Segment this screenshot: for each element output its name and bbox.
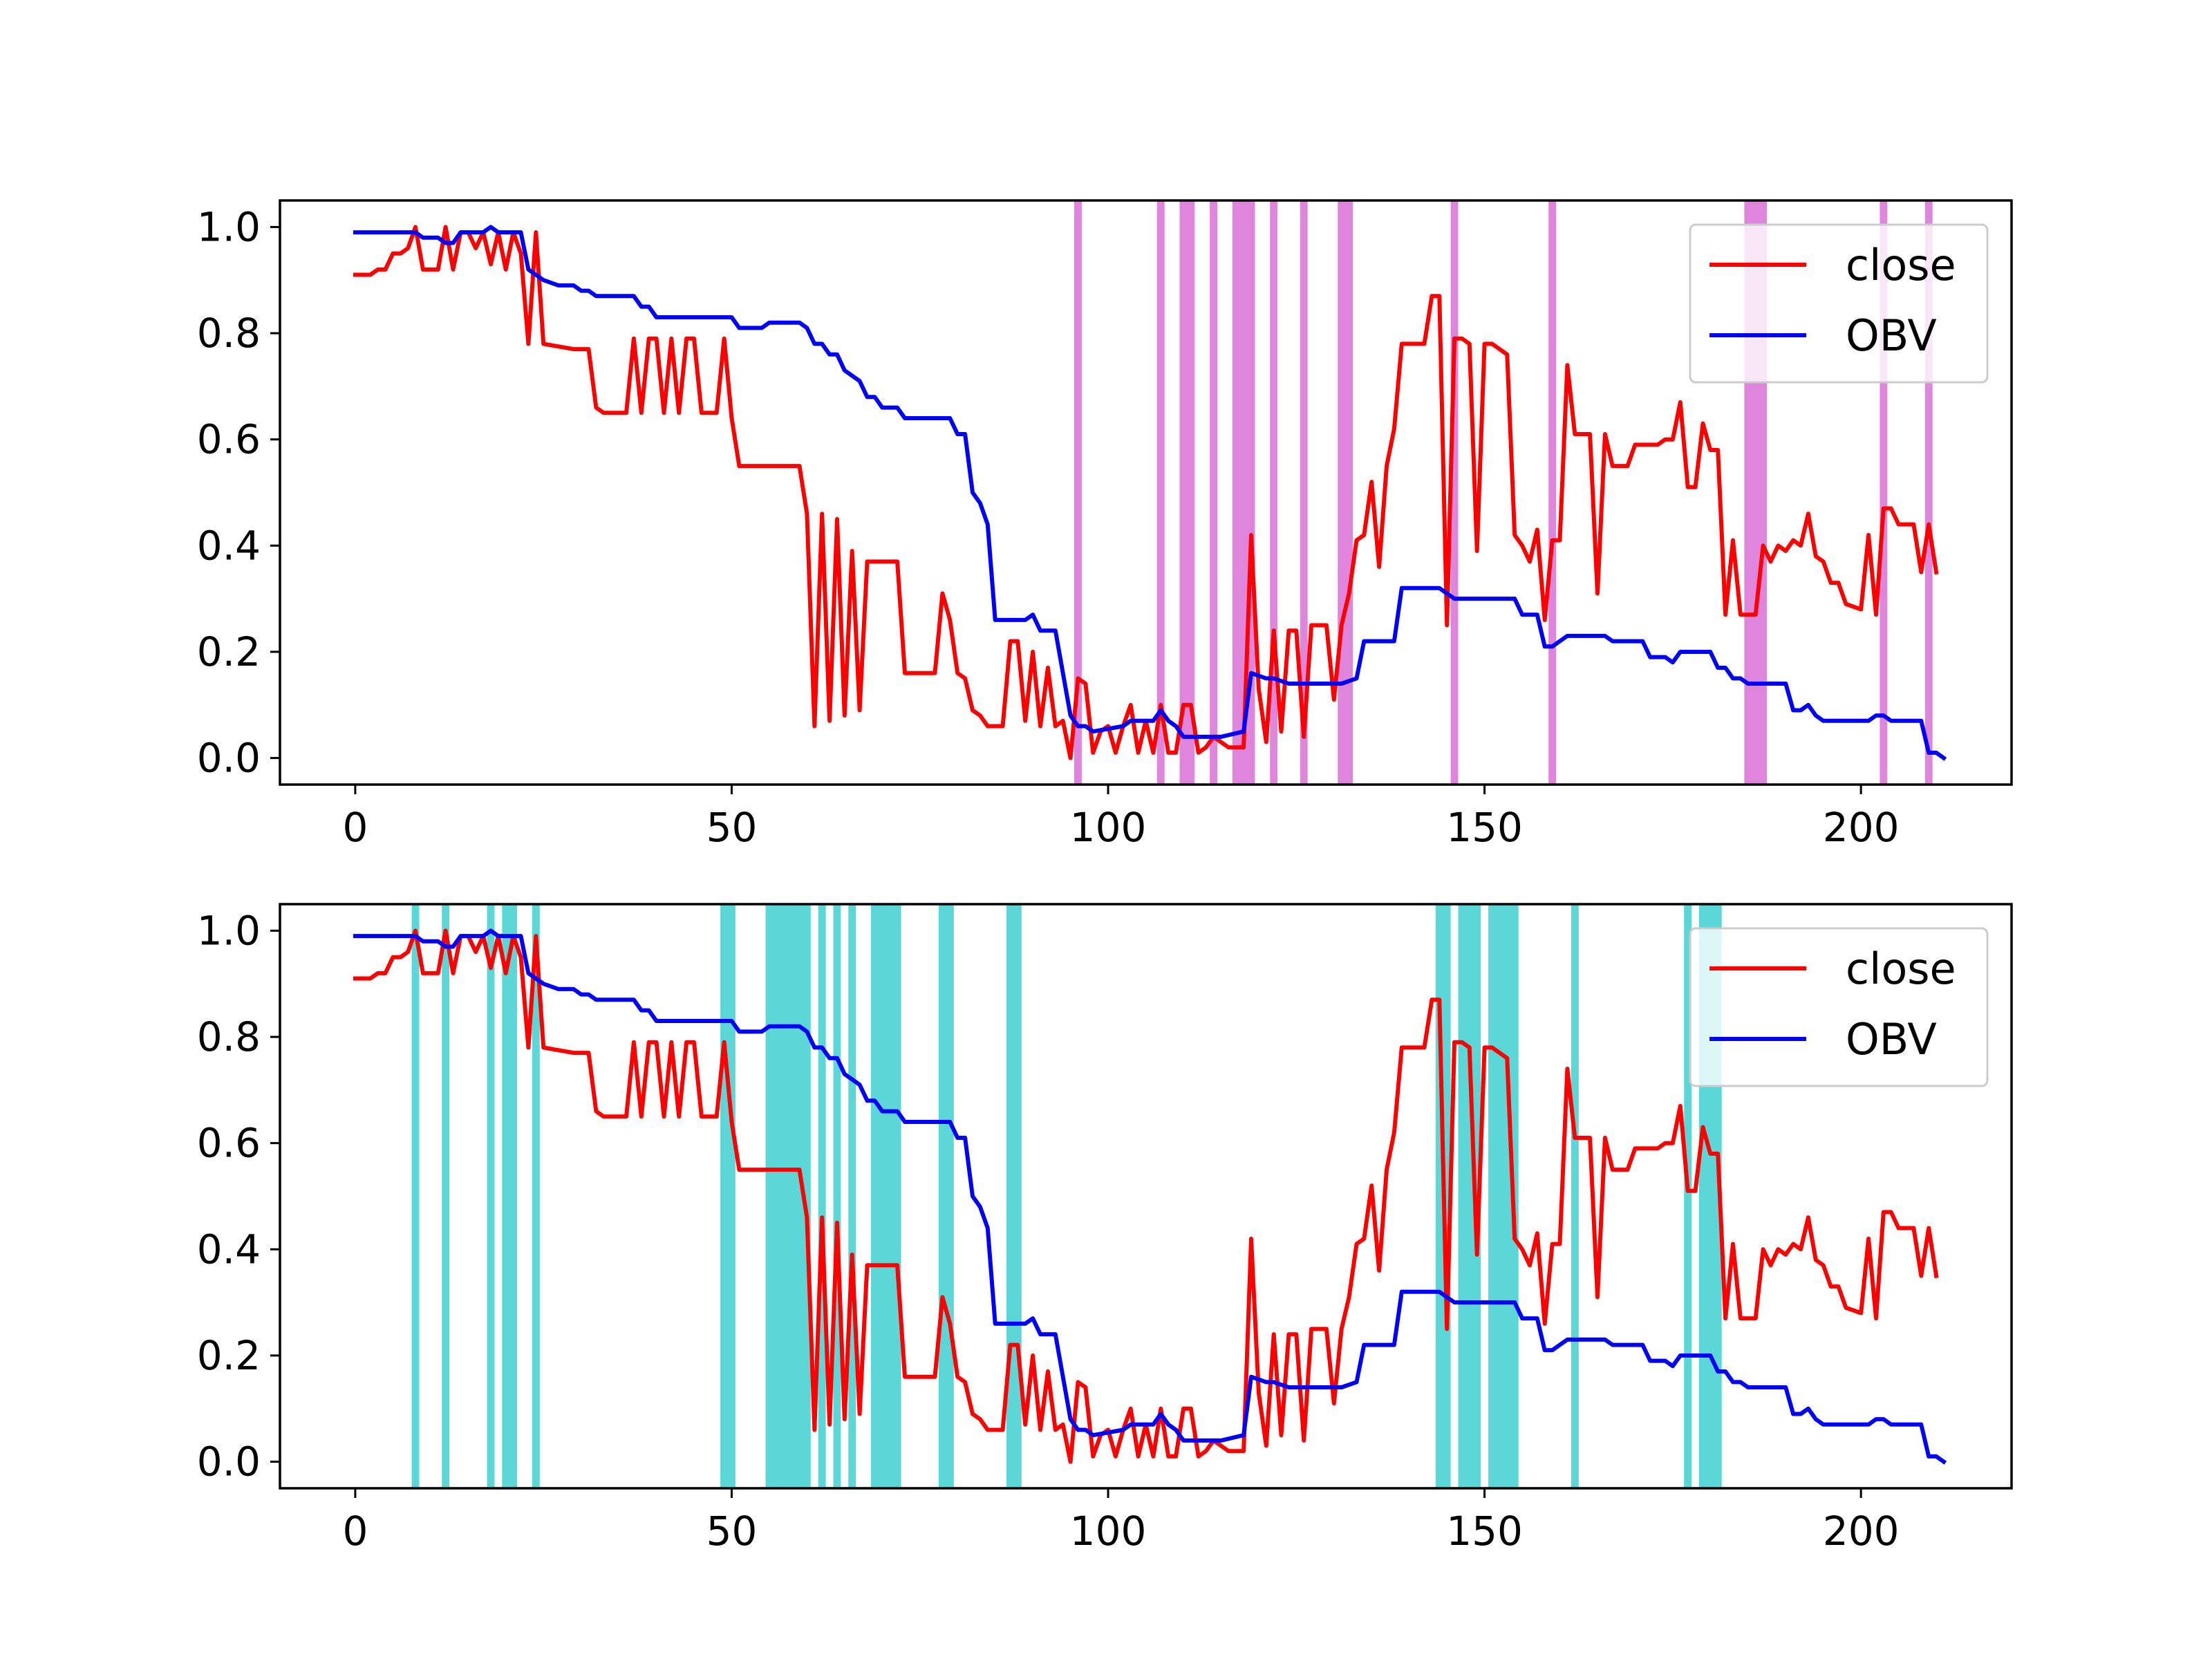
x-tick-label: 150	[1446, 1508, 1523, 1555]
y-tick-label: 0.6	[197, 1120, 261, 1167]
highlight-span-16	[1571, 904, 1579, 1488]
legend-label-obv: OBV	[1846, 1014, 1937, 1065]
highlight-span-9	[1548, 200, 1557, 785]
highlight-span-7	[1338, 200, 1353, 785]
highlight-span-7	[818, 904, 826, 1488]
legend-label-close: close	[1846, 240, 1956, 290]
y-tick-label: 0.2	[197, 1332, 261, 1379]
highlight-span-10	[871, 904, 901, 1488]
highlight-span-12	[1006, 904, 1022, 1488]
x-tick-label: 50	[706, 1508, 758, 1555]
highlight-span-3	[502, 904, 518, 1488]
legend: close OBV	[1689, 927, 1989, 1087]
x-tick-label: 100	[1070, 1508, 1147, 1555]
y-tick-label: 0.0	[197, 735, 261, 782]
x-tick-label: 0	[342, 1508, 368, 1555]
y-tick-label: 0.8	[197, 310, 261, 357]
x-tick-label: 100	[1070, 804, 1147, 851]
x-tick-label: 150	[1446, 804, 1523, 851]
y-tick-label: 0.6	[197, 416, 261, 463]
highlight-span-5	[1270, 200, 1278, 785]
highlight-span-8	[1450, 200, 1459, 785]
obv-line	[353, 225, 1947, 761]
highlight-span-2	[487, 904, 495, 1488]
highlight-span-0	[411, 904, 420, 1488]
x-tick-label: 0	[342, 804, 368, 851]
obv-line	[353, 928, 1947, 1465]
legend-label-obv: OBV	[1846, 310, 1937, 361]
highlight-span-8	[833, 904, 841, 1488]
highlight-span-1	[442, 904, 450, 1488]
y-tick-label: 0.2	[197, 628, 261, 675]
highlight-span-6	[1300, 200, 1308, 785]
axes-frame	[279, 199, 2013, 786]
highlight-span-3	[1210, 200, 1217, 785]
y-tick-label: 1.0	[197, 203, 261, 250]
y-tick-label: 0.8	[197, 1013, 261, 1060]
y-tick-label: 0.4	[197, 522, 261, 569]
highlight-span-9	[848, 904, 856, 1488]
axes-frame	[279, 903, 2013, 1490]
highlight-span-11	[939, 904, 954, 1488]
highlight-span-1	[1156, 200, 1165, 785]
highlight-span-0	[1074, 200, 1082, 785]
highlight-span-17	[1684, 904, 1692, 1488]
x-tick-label: 50	[706, 804, 758, 851]
highlight-span-12	[1924, 200, 1933, 785]
legend-label-close: close	[1846, 944, 1956, 994]
y-tick-label: 0.0	[197, 1438, 261, 1485]
highlight-span-4	[532, 904, 540, 1488]
highlight-span-5	[720, 904, 735, 1488]
highlight-span-14	[1458, 904, 1481, 1488]
x-tick-label: 200	[1823, 1508, 1900, 1555]
top-panel: 0 50 100 150 200 0.0 0.2 0.4 0.6 0.8 1.0 close OBV	[197, 199, 2013, 851]
highlight-span-2	[1179, 200, 1195, 785]
legend: close OBV	[1689, 223, 1989, 384]
bottom-panel: 0 50 100 150 200 0.0 0.2 0.4 0.6 0.8 1.0 close OBV	[197, 903, 2013, 1555]
highlight-span-11	[1880, 200, 1888, 785]
x-tick-label: 200	[1823, 804, 1900, 851]
y-tick-label: 1.0	[197, 907, 261, 954]
y-tick-label: 0.4	[197, 1226, 261, 1273]
